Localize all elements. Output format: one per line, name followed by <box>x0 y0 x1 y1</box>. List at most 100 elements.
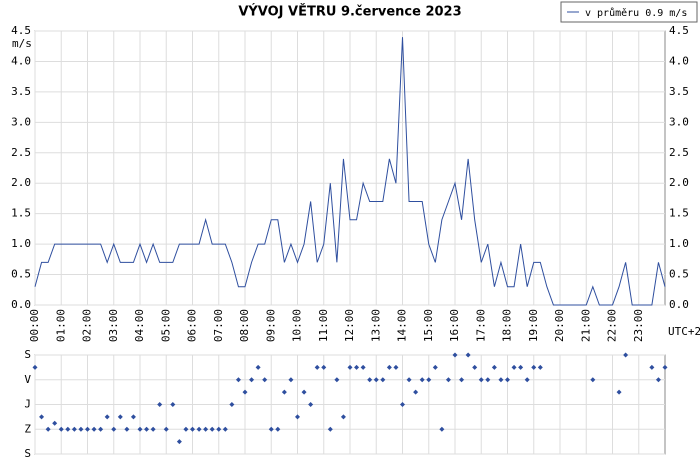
direction-point <box>85 426 90 432</box>
direction-point <box>400 402 405 407</box>
y-tick-label-right: 1.5 <box>669 207 689 220</box>
legend-label: v průměru 0.9 m/s <box>585 7 687 19</box>
direction-point <box>649 364 655 370</box>
direction-point <box>452 352 458 358</box>
direction-point <box>275 426 281 432</box>
y-tick-label: 0.5 <box>11 268 31 281</box>
direction-point <box>39 414 45 420</box>
direction-point <box>255 364 261 370</box>
direction-point <box>242 389 248 395</box>
direction-point <box>117 414 123 420</box>
x-tick-label: 17:00 <box>474 309 487 342</box>
direction-point <box>367 377 373 383</box>
direction-point <box>616 389 622 395</box>
x-tick-label: 21:00 <box>579 309 592 342</box>
y-tick-label-right: 3.5 <box>669 85 689 98</box>
y-tick-label: V <box>24 373 31 386</box>
y-tick-label: 4.5 <box>11 24 31 37</box>
x-tick-label: 10:00 <box>291 309 304 342</box>
direction-point <box>498 377 504 383</box>
direction-point <box>301 389 307 395</box>
direction-point <box>393 364 399 370</box>
x-tick-label: 13:00 <box>369 309 382 342</box>
direction-point <box>157 402 163 407</box>
direction-point <box>71 426 77 432</box>
x-tick-label: 11:00 <box>317 309 330 342</box>
y-tick-label: J <box>24 398 31 411</box>
direction-point <box>406 377 412 383</box>
direction-point <box>531 364 537 370</box>
y-tick-label: 1.5 <box>11 207 31 220</box>
y-tick-label: 0.0 <box>11 298 31 311</box>
direction-point <box>229 402 235 407</box>
direction-point <box>432 364 438 370</box>
x-tick-label: 16:00 <box>448 309 461 342</box>
direction-point <box>249 377 255 383</box>
direction-point <box>32 364 38 370</box>
y-tick-label-right: 1.0 <box>669 237 689 250</box>
y-tick-label: 4.0 <box>11 54 31 67</box>
x-axis-label: UTC+2 <box>668 325 700 338</box>
x-tick-label: 14:00 <box>396 309 409 342</box>
direction-point <box>419 377 425 383</box>
direction-point <box>176 439 182 445</box>
direction-point <box>104 414 110 420</box>
direction-point <box>288 377 294 383</box>
y-tick-label-right: 0.5 <box>669 268 689 281</box>
x-tick-label: 07:00 <box>212 309 225 342</box>
direction-point <box>426 377 432 383</box>
x-tick-label: 20:00 <box>553 309 566 342</box>
x-tick-label: 02:00 <box>81 309 94 342</box>
y-tick-label-right: 0.0 <box>669 298 689 311</box>
x-tick-label: 15:00 <box>422 309 435 342</box>
direction-point <box>216 426 222 432</box>
y-tick-label: 2.5 <box>11 146 31 159</box>
x-tick-label: 00:00 <box>28 309 41 342</box>
direction-point <box>196 426 202 432</box>
x-tick-label: 06:00 <box>186 309 199 342</box>
direction-point <box>491 364 497 370</box>
direction-point <box>485 377 491 383</box>
direction-point <box>45 426 51 432</box>
direction-point <box>360 364 366 370</box>
direction-point <box>655 377 661 383</box>
direction-point <box>190 426 195 432</box>
y-tick-label: 3.0 <box>11 115 31 128</box>
x-tick-label: 12:00 <box>343 309 356 342</box>
direction-point <box>98 426 104 432</box>
direction-point <box>340 414 346 420</box>
direction-point <box>78 426 84 432</box>
y-tick-label-right: 4.5 <box>669 24 689 37</box>
direction-point <box>505 377 510 383</box>
y-tick-label: 3.5 <box>11 85 31 98</box>
y-tick-label: S <box>24 348 31 361</box>
x-tick-label: 19:00 <box>527 309 540 342</box>
direction-point <box>163 426 169 432</box>
direction-point <box>268 426 274 432</box>
direction-point <box>386 364 392 370</box>
direction-point <box>130 414 136 420</box>
direction-point <box>590 377 596 383</box>
direction-point <box>58 426 64 432</box>
direction-point <box>144 426 150 432</box>
chart-title: VÝVOJ VĚTRU 9.července 2023 <box>238 4 461 20</box>
direction-point <box>472 364 478 370</box>
y-tick-label-right: 4.0 <box>669 54 689 67</box>
direction-point <box>124 426 130 432</box>
x-tick-label: 01:00 <box>54 309 67 342</box>
direction-point <box>321 364 327 370</box>
direction-point <box>445 377 451 383</box>
x-tick-label: 05:00 <box>159 309 172 342</box>
direction-point <box>65 426 71 432</box>
direction-point <box>327 426 333 432</box>
direction-point <box>662 364 668 370</box>
x-tick-label: 08:00 <box>238 309 251 342</box>
direction-point <box>373 377 379 383</box>
direction-point <box>91 426 97 432</box>
y-tick-label-right: 3.0 <box>669 115 689 128</box>
direction-point <box>459 377 465 383</box>
direction-point <box>137 426 143 432</box>
direction-point <box>524 377 530 383</box>
x-tick-label: 22:00 <box>606 309 619 342</box>
